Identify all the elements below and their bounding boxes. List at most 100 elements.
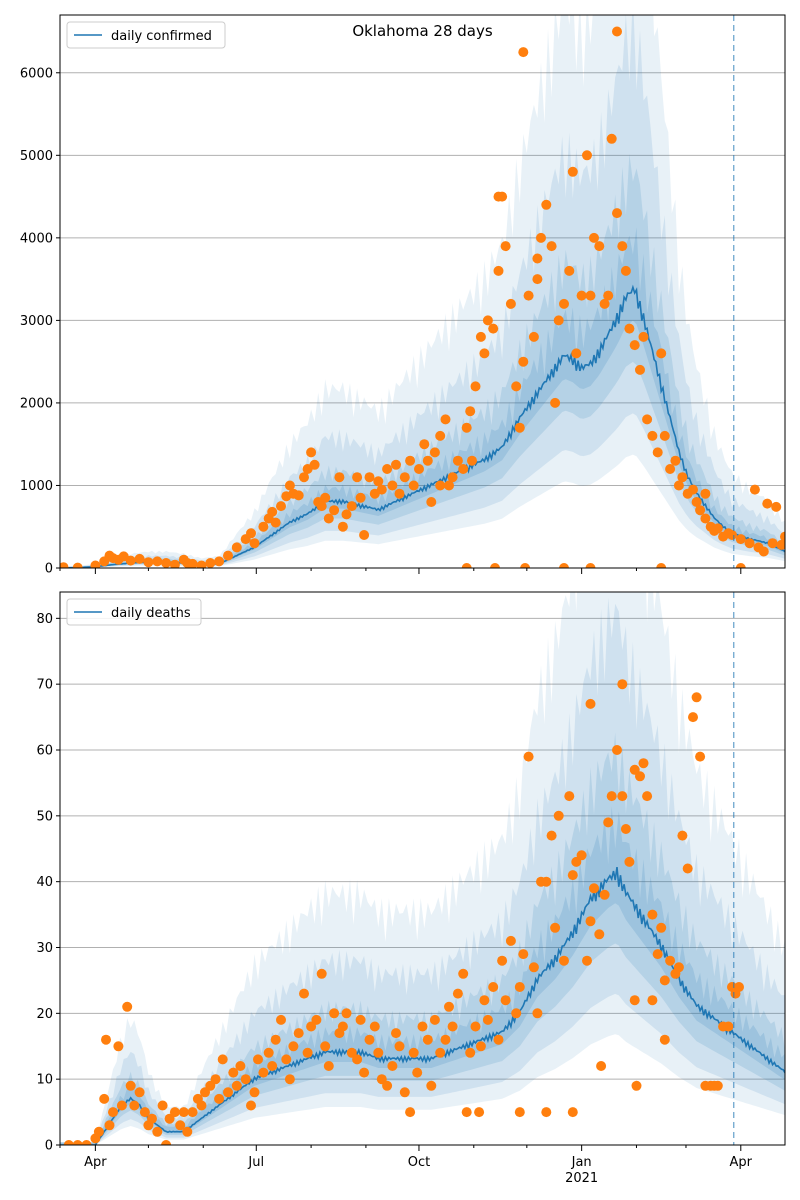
data-point-observed — [744, 538, 755, 549]
data-point-observed — [727, 530, 737, 540]
data-point-observed — [346, 501, 357, 512]
forecast-band — [60, 597, 785, 1145]
data-point-observed — [465, 1047, 476, 1058]
data-point-observed — [258, 521, 269, 532]
data-point-observed — [564, 791, 575, 802]
data-point-observed — [677, 830, 688, 841]
data-point-observed — [475, 1041, 486, 1052]
y-tick-label: 0 — [45, 1139, 53, 1154]
data-point-observed — [665, 955, 676, 966]
legend: daily confirmed — [66, 21, 226, 49]
data-point-observed — [599, 298, 610, 309]
data-point-observed — [631, 1080, 642, 1091]
data-point-observed — [187, 1107, 198, 1118]
data-point-observed — [532, 1008, 543, 1019]
data-point-observed — [475, 331, 486, 342]
data-point-observed — [299, 988, 309, 999]
data-point-observed — [482, 1014, 493, 1025]
data-point-observed — [617, 791, 628, 802]
data-point-observed — [316, 501, 327, 512]
data-point-observed — [412, 1067, 423, 1078]
data-point-observed — [355, 492, 366, 503]
data-point-observed — [90, 560, 101, 568]
data-point-observed — [341, 509, 352, 520]
data-point-observed — [169, 559, 180, 568]
data-point-observed — [426, 1080, 437, 1091]
data-point-observed — [161, 558, 172, 568]
data-point-observed — [458, 968, 469, 979]
data-point-observed — [169, 1107, 180, 1118]
data-point-observed — [652, 949, 663, 960]
data-point-observed — [629, 340, 640, 351]
y-tick-label: 10 — [36, 1073, 53, 1088]
data-point-observed — [603, 817, 614, 828]
data-point-observed — [422, 1034, 433, 1045]
data-point-observed — [447, 472, 458, 483]
data-point-observed — [429, 1014, 440, 1025]
chart-title: Oklahoma 28 days — [352, 22, 493, 40]
data-point-observed — [447, 1021, 458, 1032]
data-point-observed — [550, 922, 561, 933]
data-point-observed — [452, 988, 463, 999]
data-point-observed — [99, 1093, 110, 1104]
data-point-observed — [553, 315, 564, 326]
data-point-observed — [546, 241, 557, 252]
data-point-observed — [656, 563, 667, 568]
data-point-observed — [284, 1074, 295, 1085]
y-tick-label: 20 — [36, 1007, 53, 1022]
data-point-observed — [532, 253, 543, 264]
data-point-observed — [405, 455, 416, 466]
data-point-observed — [582, 150, 592, 161]
data-point-observed — [582, 955, 592, 966]
data-point-observed — [659, 1034, 670, 1045]
data-point-observed — [299, 472, 309, 483]
data-point-observed — [231, 1080, 242, 1091]
data-point-observed — [253, 1054, 263, 1065]
data-point-observed — [589, 232, 599, 243]
data-point-observed — [320, 1041, 331, 1052]
data-point-observed — [638, 758, 649, 769]
data-point-observed — [511, 1008, 522, 1019]
y-tick-label: 40 — [36, 875, 53, 890]
data-point-observed — [749, 484, 760, 495]
plot-area — [60, 592, 785, 1145]
data-point-observed — [523, 290, 534, 301]
data-point-observed — [734, 982, 744, 992]
data-point-observed — [440, 1034, 451, 1045]
data-point-observed — [735, 563, 746, 568]
data-point-observed — [329, 505, 340, 516]
data-point-observed — [518, 47, 529, 58]
data-point-observed — [599, 889, 610, 900]
data-point-observed — [320, 492, 331, 503]
data-point-observed — [205, 558, 216, 568]
data-point-observed — [270, 1034, 281, 1045]
data-point-observed — [223, 550, 233, 561]
data-point-observed — [695, 751, 706, 762]
data-point-observed — [364, 1034, 375, 1045]
y-tick-label: 30 — [36, 941, 53, 956]
data-point-observed — [316, 968, 327, 979]
data-point-observed — [408, 1047, 419, 1058]
data-point-observed — [382, 1080, 393, 1091]
data-point-observed — [596, 1061, 607, 1071]
y-tick-label: 2000 — [20, 396, 53, 411]
data-point-observed — [493, 265, 504, 276]
data-point-observed — [217, 1054, 228, 1065]
y-tick-label: 1000 — [20, 479, 53, 494]
data-point-observed — [369, 1021, 380, 1032]
data-point-observed — [576, 290, 587, 301]
data-point-observed — [426, 497, 437, 507]
data-point-observed — [576, 850, 587, 861]
data-point-observed — [440, 414, 451, 425]
data-point-observed — [603, 290, 614, 301]
data-point-observed — [682, 863, 693, 874]
data-point-observed — [178, 1107, 189, 1118]
data-point-observed — [500, 995, 511, 1006]
data-point-observed — [175, 1120, 186, 1131]
data-point-observed — [231, 542, 242, 553]
data-point-observed — [323, 513, 334, 524]
data-point-observed — [490, 563, 500, 568]
x-year-label: 2021 — [565, 1171, 598, 1186]
data-point-observed — [505, 298, 516, 309]
